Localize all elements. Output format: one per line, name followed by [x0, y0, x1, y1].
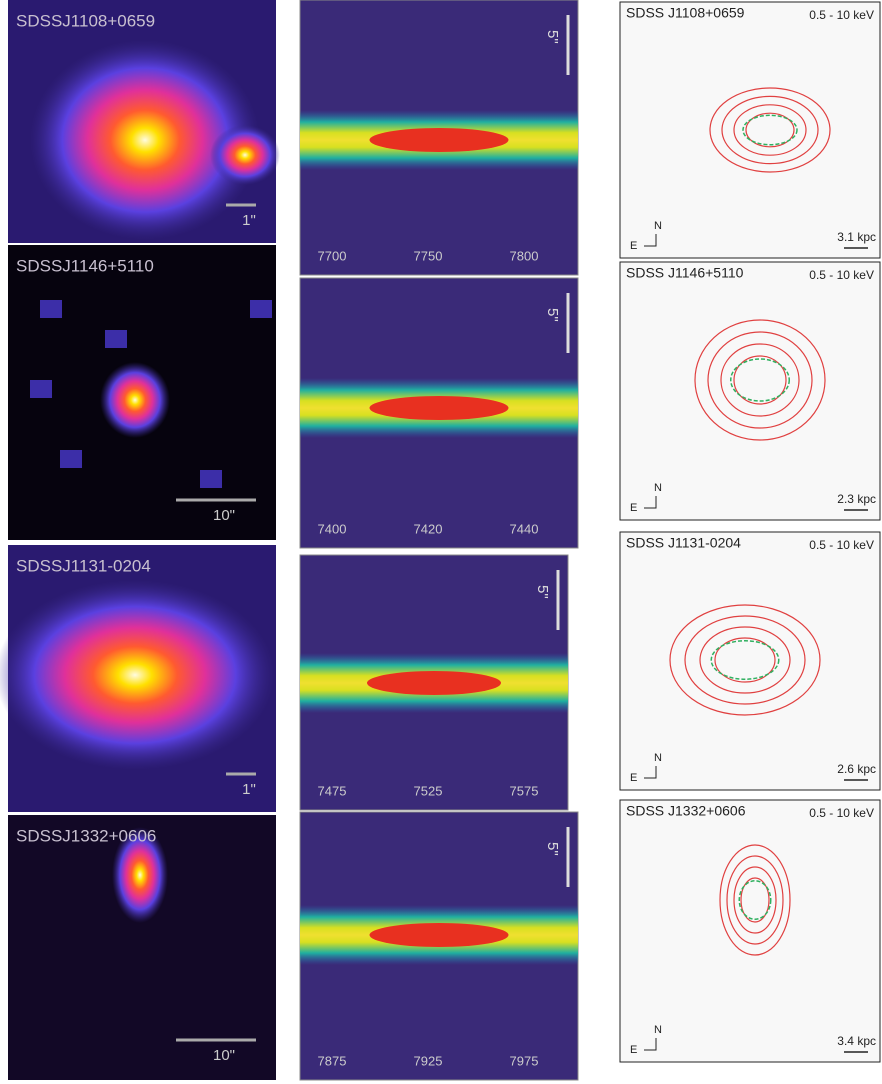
spatial-label: 5"	[544, 30, 561, 44]
kpc-label: 3.4 kpc	[837, 1034, 876, 1048]
scale-label: 10"	[213, 507, 235, 524]
figure: SDSSJ1108+0659 1" 5" 7700 7750 7800 SDSS J1108…	[0, 0, 882, 1084]
image-label: SDSSJ1146+5110	[16, 256, 154, 275]
emission-line	[370, 923, 509, 947]
galaxy	[210, 125, 280, 185]
xray-label: SDSS J1108+0659	[626, 5, 745, 21]
scale-label: 1"	[242, 212, 256, 229]
noise-patch	[40, 300, 62, 318]
wavelength-tick: 7525	[414, 783, 443, 798]
xray-label: SDSS J1131-0204	[626, 535, 741, 551]
noise-patch	[200, 470, 222, 488]
wavelength-tick: 7925	[414, 1053, 443, 1068]
image-label: SDSSJ1131-0204	[16, 556, 151, 575]
noise-patch	[250, 300, 272, 318]
image-label: SDSSJ1332+0606	[16, 826, 156, 845]
east-label: E	[630, 772, 637, 784]
north-label: N	[654, 752, 662, 764]
galaxy	[0, 580, 275, 770]
north-label: N	[654, 1024, 662, 1036]
wavelength-tick: 7400	[318, 521, 347, 536]
wavelength-tick: 7875	[318, 1053, 347, 1068]
emission-line	[370, 396, 509, 420]
east-label: E	[630, 240, 637, 252]
noise-patch	[60, 450, 82, 468]
emission-line	[370, 128, 509, 152]
xray-panel	[620, 800, 880, 1062]
east-label: E	[630, 502, 637, 514]
wavelength-tick: 7575	[510, 783, 539, 798]
energy-band: 0.5 - 10 keV	[809, 538, 874, 552]
east-label: E	[630, 1044, 637, 1056]
wavelength-tick: 7420	[414, 521, 443, 536]
north-label: N	[654, 482, 662, 494]
wavelength-tick: 7475	[318, 783, 347, 798]
emission-line	[367, 671, 501, 695]
noise-patch	[30, 380, 52, 398]
energy-band: 0.5 - 10 keV	[809, 8, 874, 22]
galaxy	[100, 362, 170, 438]
xray-label: SDSS J1146+5110	[626, 265, 744, 281]
wavelength-tick: 7750	[414, 248, 443, 263]
spatial-label: 5"	[544, 842, 561, 856]
xray-label: SDSS J1332+0606	[626, 803, 746, 819]
kpc-label: 2.6 kpc	[837, 762, 876, 776]
kpc-label: 2.3 kpc	[837, 492, 876, 506]
wavelength-tick: 7700	[318, 248, 347, 263]
spatial-label: 5"	[534, 585, 551, 599]
wavelength-tick: 7800	[510, 248, 539, 263]
image-label: SDSSJ1108+0659	[16, 11, 155, 30]
scale-label: 1"	[242, 781, 256, 798]
north-label: N	[654, 220, 662, 232]
kpc-label: 3.1 kpc	[837, 230, 876, 244]
energy-band: 0.5 - 10 keV	[809, 806, 874, 820]
wavelength-tick: 7975	[510, 1053, 539, 1068]
scale-label: 10"	[213, 1047, 235, 1064]
spatial-label: 5"	[544, 308, 561, 322]
energy-band: 0.5 - 10 keV	[809, 268, 874, 282]
noise-patch	[105, 330, 127, 348]
wavelength-tick: 7440	[510, 521, 539, 536]
